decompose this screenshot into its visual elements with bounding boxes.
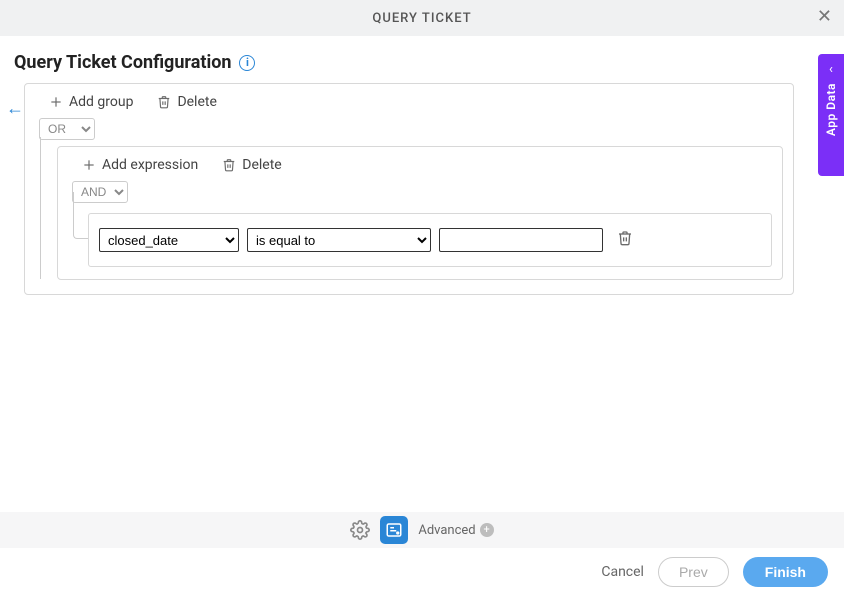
inner-group-panel: Add expression Delete ANDOR closed_date … bbox=[57, 146, 783, 280]
delete-inner-label: Delete bbox=[242, 157, 281, 173]
close-icon[interactable]: ✕ bbox=[817, 8, 832, 26]
delete-group-label: Delete bbox=[177, 94, 216, 110]
side-tab-label: App Data bbox=[824, 83, 838, 136]
delete-expression-icon[interactable] bbox=[617, 230, 633, 250]
finish-button[interactable]: Finish bbox=[743, 557, 828, 587]
back-arrow-icon[interactable]: ← bbox=[6, 98, 24, 119]
trash-icon bbox=[157, 95, 171, 109]
query-config-panel: Add group Delete ORAND Add expression D bbox=[24, 83, 794, 295]
gear-icon[interactable] bbox=[350, 520, 370, 540]
field-select[interactable]: closed_date bbox=[99, 228, 239, 252]
delete-group-button[interactable]: Delete bbox=[157, 94, 216, 110]
value-input[interactable] bbox=[439, 228, 603, 252]
cancel-button[interactable]: Cancel bbox=[601, 564, 644, 580]
outer-operator-select[interactable]: ORAND bbox=[39, 118, 95, 140]
add-expression-button[interactable]: Add expression bbox=[82, 157, 198, 173]
outer-group-actions: Add group Delete bbox=[35, 92, 783, 116]
prev-button[interactable]: Prev bbox=[658, 557, 729, 587]
form-view-icon[interactable] bbox=[380, 516, 408, 544]
footer-actions: Cancel Prev Finish bbox=[0, 549, 844, 595]
plus-icon bbox=[49, 95, 63, 109]
advanced-toggle[interactable]: Advanced + bbox=[418, 523, 493, 538]
info-icon[interactable]: i bbox=[239, 55, 255, 71]
condition-operator-select[interactable]: is equal to bbox=[247, 228, 431, 252]
add-group-button[interactable]: Add group bbox=[49, 94, 133, 110]
page-subheader: Query Ticket Configuration i bbox=[0, 36, 844, 83]
add-expression-label: Add expression bbox=[102, 157, 198, 173]
plus-icon bbox=[82, 158, 96, 172]
app-data-side-tab[interactable]: ‹ App Data bbox=[818, 54, 844, 176]
expression-row: closed_date is equal to bbox=[88, 213, 772, 267]
trash-icon bbox=[222, 158, 236, 172]
modal-title: QUERY TICKET bbox=[372, 11, 471, 26]
add-group-label: Add group bbox=[69, 94, 133, 110]
modal-header: QUERY TICKET ✕ bbox=[0, 0, 844, 36]
chevron-left-icon: ‹ bbox=[829, 62, 833, 77]
page-title: Query Ticket Configuration bbox=[14, 52, 231, 73]
plus-circle-icon: + bbox=[480, 523, 494, 537]
outer-operator-wrap: ORAND bbox=[39, 118, 95, 140]
toolbar-strip: Advanced + bbox=[0, 512, 844, 548]
inner-group-actions: Add expression Delete bbox=[68, 155, 772, 179]
delete-inner-button[interactable]: Delete bbox=[222, 157, 281, 173]
advanced-label: Advanced bbox=[418, 523, 475, 538]
